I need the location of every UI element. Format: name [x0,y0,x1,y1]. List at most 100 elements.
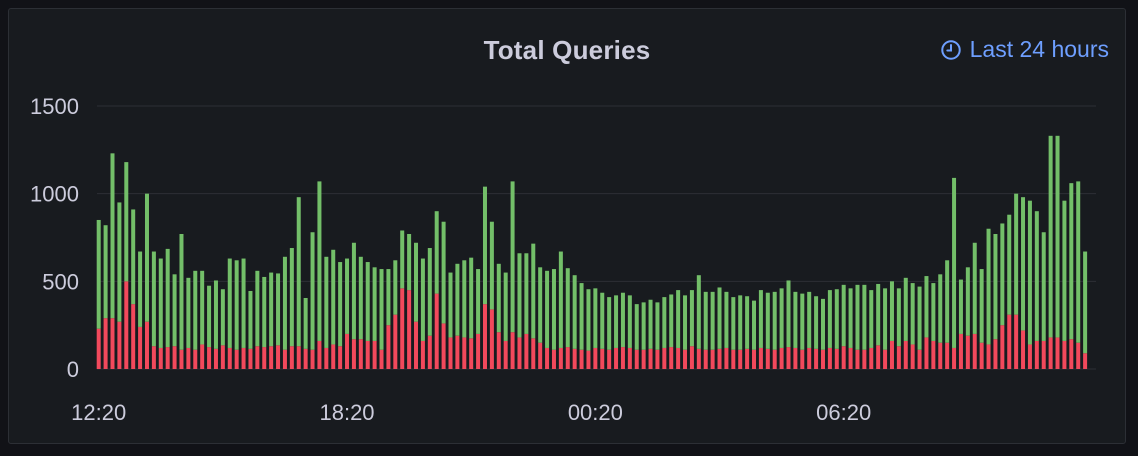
bar-segment-blocked [820,349,825,369]
bar-segment-blocked [710,349,715,369]
bar-segment-blocked [220,345,225,369]
bar-segment-blocked [131,304,136,369]
bar-segment-total [620,292,625,348]
bar-segment-total [862,284,867,350]
bar-segment-blocked [841,346,846,369]
bar-segment-total [793,291,798,348]
bar-segment-total [165,248,170,348]
bar-segment-total [607,297,612,350]
bar-segment-blocked [517,337,522,369]
bar-segment-total [676,290,681,348]
bar-segment-blocked [972,333,977,369]
bar-segment-total [469,257,474,339]
bar-segment-blocked [551,349,556,369]
bar-segment-total [1034,211,1039,341]
bar-segment-total [696,275,701,349]
bar-segment-blocked [262,347,267,369]
bar-segment-total [551,269,556,350]
x-tick-label: 06:20 [816,400,871,425]
bar-segment-blocked [958,333,963,369]
bar-segment-total [786,280,791,348]
bar-segment-total [496,263,501,333]
bar-segment-blocked [310,349,315,369]
bar-segment-blocked [172,346,177,369]
bar-segment-blocked [1007,314,1012,369]
bar-segment-total [752,300,757,350]
bar-segment-blocked [683,349,688,369]
bar-segment-total [593,288,598,348]
bar-segment-blocked [193,349,198,369]
bar-segment-blocked [269,346,274,369]
bar-segment-total [689,290,694,347]
bar-segment-total [724,291,729,348]
bar-segment-total [807,291,812,348]
total-queries-panel: Total Queries Last 24 hours [8,8,1126,444]
bar-segment-total [683,295,688,350]
bar-segment-total [993,233,998,340]
bar-segment-total [869,290,874,348]
bar-segment-total [420,258,425,341]
bar-segment-blocked [1062,340,1067,369]
bar-segment-total [565,268,570,348]
bar-segment-blocked [834,348,839,369]
bar-segment-blocked [752,349,757,369]
bar-segment-blocked [641,349,646,369]
bar-segment-blocked [455,335,460,369]
bar-segment-blocked [607,349,612,369]
bar-segment-total [1069,183,1074,340]
bar-segment-blocked [165,347,170,369]
bar-segment-blocked [1034,340,1039,369]
bar-segment-blocked [386,325,391,369]
bar-segment-total [517,253,522,338]
bar-segment-blocked [669,347,674,369]
bar-segment-total [1027,200,1032,345]
bar-segment-blocked [503,340,508,369]
bar-segment-total [524,253,529,334]
bar-segment-total [338,262,343,347]
bar-segment-blocked [289,346,294,369]
bar-segment-total [938,274,943,343]
bar-segment-total [234,260,239,350]
bar-segment-blocked [345,333,350,369]
bar-segment-blocked [393,314,398,369]
bar-segment-blocked [476,333,481,369]
bar-segment-total [558,251,563,348]
bar-segment-total [248,290,253,349]
bar-segment-blocked [213,348,218,369]
bar-segment-blocked [662,347,667,369]
bar-segment-blocked [469,338,474,369]
bar-segment-total [407,233,412,291]
bar-segment-blocked [648,348,653,369]
bar-segment-total [648,299,653,349]
bar-segment-blocked [351,339,356,369]
bar-segment-blocked [434,293,439,369]
bar-segment-total [958,279,963,334]
bar-segment-blocked [338,346,343,369]
clock-icon [940,39,961,60]
bar-segment-total [372,267,377,341]
bar-segment-blocked [724,347,729,369]
bar-segment-total [158,258,163,348]
bar-segment-blocked [124,281,129,369]
bar-segment-total [669,294,674,348]
bar-segment-blocked [303,348,308,369]
bar-segment-total [1055,135,1060,338]
bar-segment-blocked [117,321,122,369]
time-range-picker[interactable]: Last 24 hours [940,36,1109,63]
bar-segment-blocked [689,346,694,369]
bar-segment-total [482,186,487,305]
bar-segment-blocked [420,340,425,369]
y-tick-label: 0 [67,357,79,382]
bar-segment-total [448,272,453,338]
bar-segment-total [172,274,177,347]
bar-segment-total [889,281,894,341]
bar-segment-blocked [848,347,853,369]
bar-segment-total [1048,135,1053,338]
bar-segment-total [434,211,439,294]
bar-segment-total [138,251,143,327]
bar-segment-blocked [545,347,550,369]
bar-segment-blocked [634,349,639,369]
y-tick-label: 500 [42,269,79,294]
bar-segment-total [986,228,991,345]
